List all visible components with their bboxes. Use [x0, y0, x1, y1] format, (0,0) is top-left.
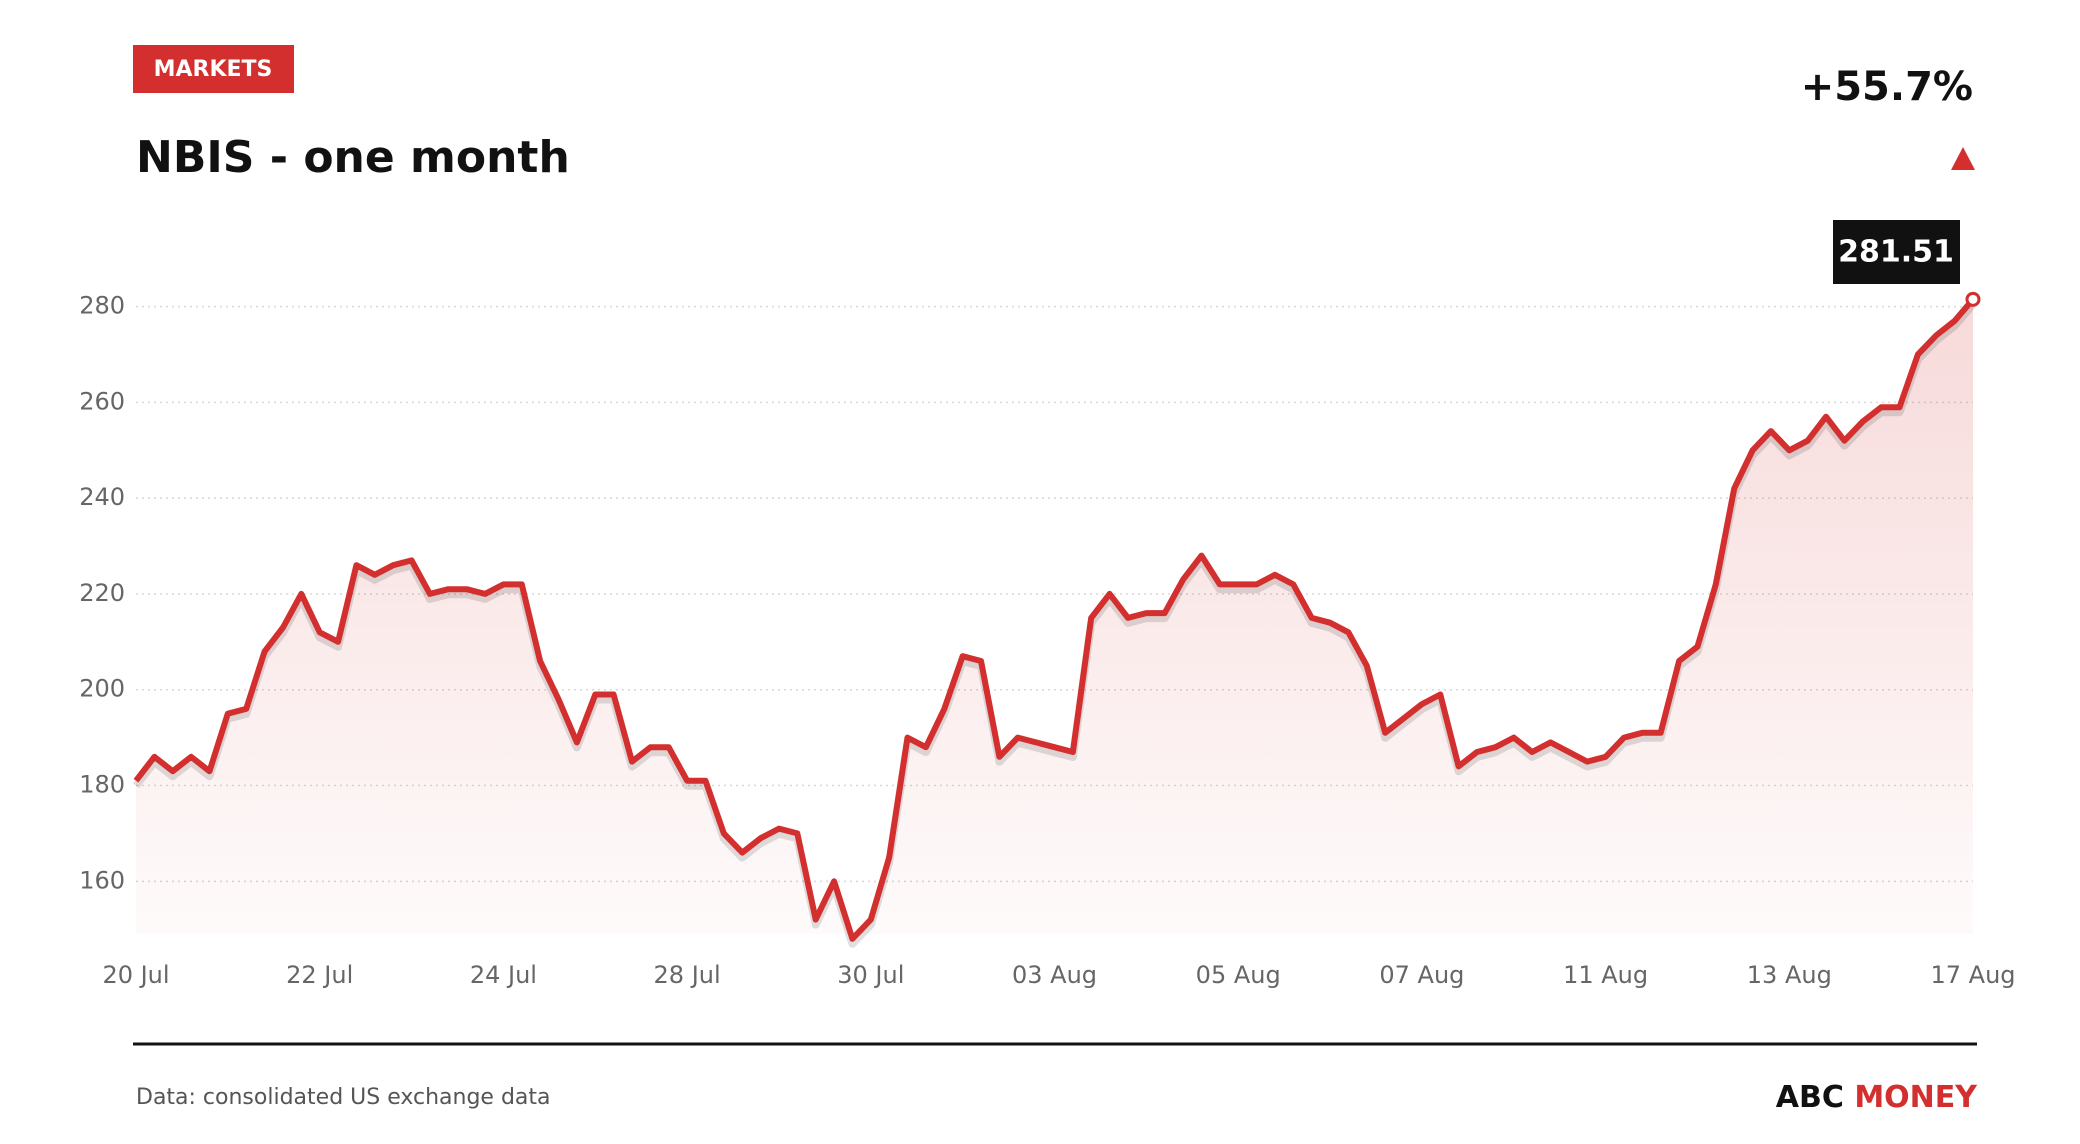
x-tick-label: 30 Jul	[837, 961, 904, 989]
x-tick-label: 03 Aug	[1012, 961, 1097, 989]
y-tick-label: 240	[79, 483, 125, 511]
change: +55.7%	[1801, 64, 1973, 110]
x-tick-label: 13 Aug	[1747, 961, 1832, 989]
x-tick-label: 17 Aug	[1930, 961, 2015, 989]
x-tick-label: 24 Jul	[470, 961, 537, 989]
brand-second: MONEY	[1854, 1080, 1978, 1115]
tooltip-box	[1833, 220, 1960, 284]
x-tick-label: 20 Jul	[102, 961, 169, 989]
source: Data: consolidated US exchange data	[136, 1085, 551, 1110]
y-tick-label: 220	[79, 579, 125, 607]
plot: 160 180 200 220 240 260 280 20 Jul 22 Jul 24 Jul 2…	[79, 220, 2016, 989]
area	[136, 299, 1973, 939]
up-arrow	[1951, 147, 1975, 170]
y-tick-label: 260	[79, 387, 125, 415]
tooltip-value: 281.51	[1838, 235, 1954, 270]
y-tick-label: 200	[79, 675, 125, 703]
last-point	[1965, 291, 1981, 307]
x-tick-label: 28 Jul	[654, 961, 721, 989]
tag: MARKETS	[154, 57, 273, 82]
brand-first: ABC	[1776, 1080, 1844, 1115]
x-tick-label: 07 Aug	[1379, 961, 1464, 989]
x-tick-label: 22 Jul	[286, 961, 353, 989]
y-tick-label: 160	[79, 866, 125, 894]
line	[133, 297, 1976, 942]
y-tick-label: 180	[79, 771, 125, 799]
tag-badge	[133, 45, 294, 93]
x-tick-label: 05 Aug	[1196, 961, 1281, 989]
x-tick-label: 11 Aug	[1563, 961, 1648, 989]
chart-title: NBIS - one month	[136, 132, 570, 183]
y-tick-label: 280	[79, 292, 125, 320]
brand: ABC MONEY	[1776, 1080, 1979, 1115]
